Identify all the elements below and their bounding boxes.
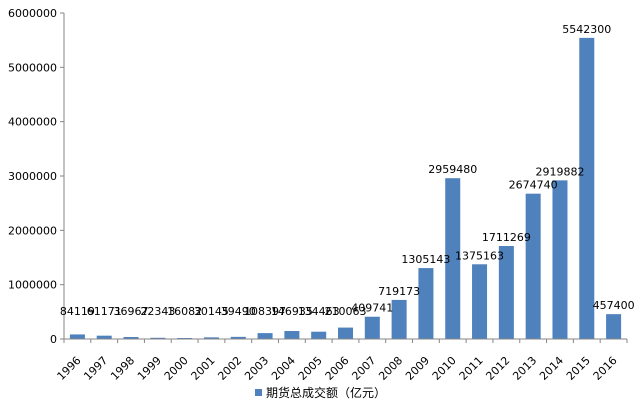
- x-tick-label: 1998: [108, 354, 137, 383]
- y-tick-label: 3000000: [8, 170, 57, 183]
- x-tick-label: 2004: [269, 354, 298, 383]
- bar-2006: [337, 327, 354, 339]
- x-axis: 1996199719981999200020012002200320042005…: [55, 338, 628, 383]
- data-label-1997: 61171: [87, 305, 122, 318]
- x-tick-label: 2002: [215, 354, 244, 383]
- data-label-2004: 146935: [271, 305, 313, 318]
- bar-2011: [472, 264, 488, 339]
- x-tick-label: 1996: [55, 354, 84, 383]
- x-tick-label: 2015: [564, 354, 593, 383]
- x-tick-label: 2010: [430, 354, 459, 383]
- bar-2008: [391, 299, 407, 339]
- y-tick-label: 2000000: [8, 224, 57, 237]
- y-tick-label: 0: [50, 333, 57, 346]
- bar-2010: [445, 178, 461, 339]
- bar-1999: [150, 337, 166, 339]
- data-label-2016: 457400: [593, 299, 635, 312]
- data-label-2001: 30145: [194, 305, 229, 318]
- bar-2001: [203, 337, 219, 339]
- y-tick-label: 4000000: [8, 116, 57, 129]
- data-label-2000: 16082: [167, 305, 202, 318]
- bar-2002: [230, 336, 246, 339]
- legend-swatch: [255, 389, 262, 396]
- bar-2009: [418, 268, 434, 339]
- x-tick-label: 2007: [349, 354, 378, 383]
- bar-2016: [606, 314, 622, 339]
- y-axis: 0 1000000 2000000 3000000 4000000 5000000 6000…: [8, 7, 65, 346]
- data-label-2005: 134463: [298, 305, 340, 318]
- data-label-2002: 39490: [221, 305, 256, 318]
- data-labels: 8411961171369672234316082301453949010839…: [60, 23, 635, 318]
- y-tick-label: 5000000: [8, 61, 57, 74]
- legend-label: 期货总成交额（亿元）: [266, 385, 386, 400]
- data-label-1996: 84119: [60, 305, 95, 318]
- bar-2012: [498, 246, 514, 339]
- x-tick-label: 2016: [591, 354, 620, 383]
- bar-1996: [69, 334, 85, 339]
- bar-2003: [257, 333, 273, 339]
- data-label-2007: 409741: [351, 302, 393, 315]
- data-label-1998: 36967: [114, 305, 149, 318]
- data-label-2010: 2959480: [428, 163, 477, 176]
- bar-2005: [311, 331, 327, 339]
- bars: [69, 37, 622, 339]
- x-tick-label: 2013: [510, 354, 539, 383]
- y-tick-label: 6000000: [8, 7, 57, 20]
- data-label-2009: 1305143: [401, 253, 450, 266]
- x-tick-label: 2014: [537, 354, 566, 383]
- y-tick-label: 1000000: [8, 279, 57, 292]
- bar-2013: [525, 193, 541, 339]
- x-tick-label: 2012: [483, 354, 512, 383]
- bar-2004: [284, 331, 300, 339]
- x-tick-label: 2006: [323, 354, 352, 383]
- bar-1998: [123, 336, 139, 339]
- bar-2007: [364, 316, 380, 339]
- x-tick-label: 2009: [403, 354, 432, 383]
- x-tick-label: 2011: [457, 354, 486, 383]
- data-label-2011: 1375163: [455, 249, 504, 262]
- data-label-2014: 2919882: [535, 165, 584, 178]
- data-label-1999: 22343: [140, 305, 175, 318]
- x-tick-label: 2008: [376, 354, 405, 383]
- x-tick-label: 2005: [296, 354, 325, 383]
- data-label-2015: 5542300: [562, 23, 611, 36]
- x-tick-label: 1999: [135, 354, 164, 383]
- legend: 期货总成交额（亿元）: [255, 385, 386, 400]
- data-label-2013: 2674740: [509, 179, 558, 192]
- x-tick-label: 1997: [81, 354, 110, 383]
- x-tick-label: 2000: [162, 354, 191, 383]
- x-tick-label: 2003: [242, 354, 271, 383]
- data-label-2003: 108397: [244, 305, 286, 318]
- bar-2014: [552, 180, 568, 339]
- bar-2015: [579, 37, 595, 339]
- data-label-2008: 719173: [378, 285, 420, 298]
- data-label-2006: 210063: [325, 305, 367, 318]
- data-label-2012: 1711269: [482, 231, 531, 244]
- x-tick-label: 2001: [189, 354, 218, 383]
- bar-1997: [96, 335, 112, 339]
